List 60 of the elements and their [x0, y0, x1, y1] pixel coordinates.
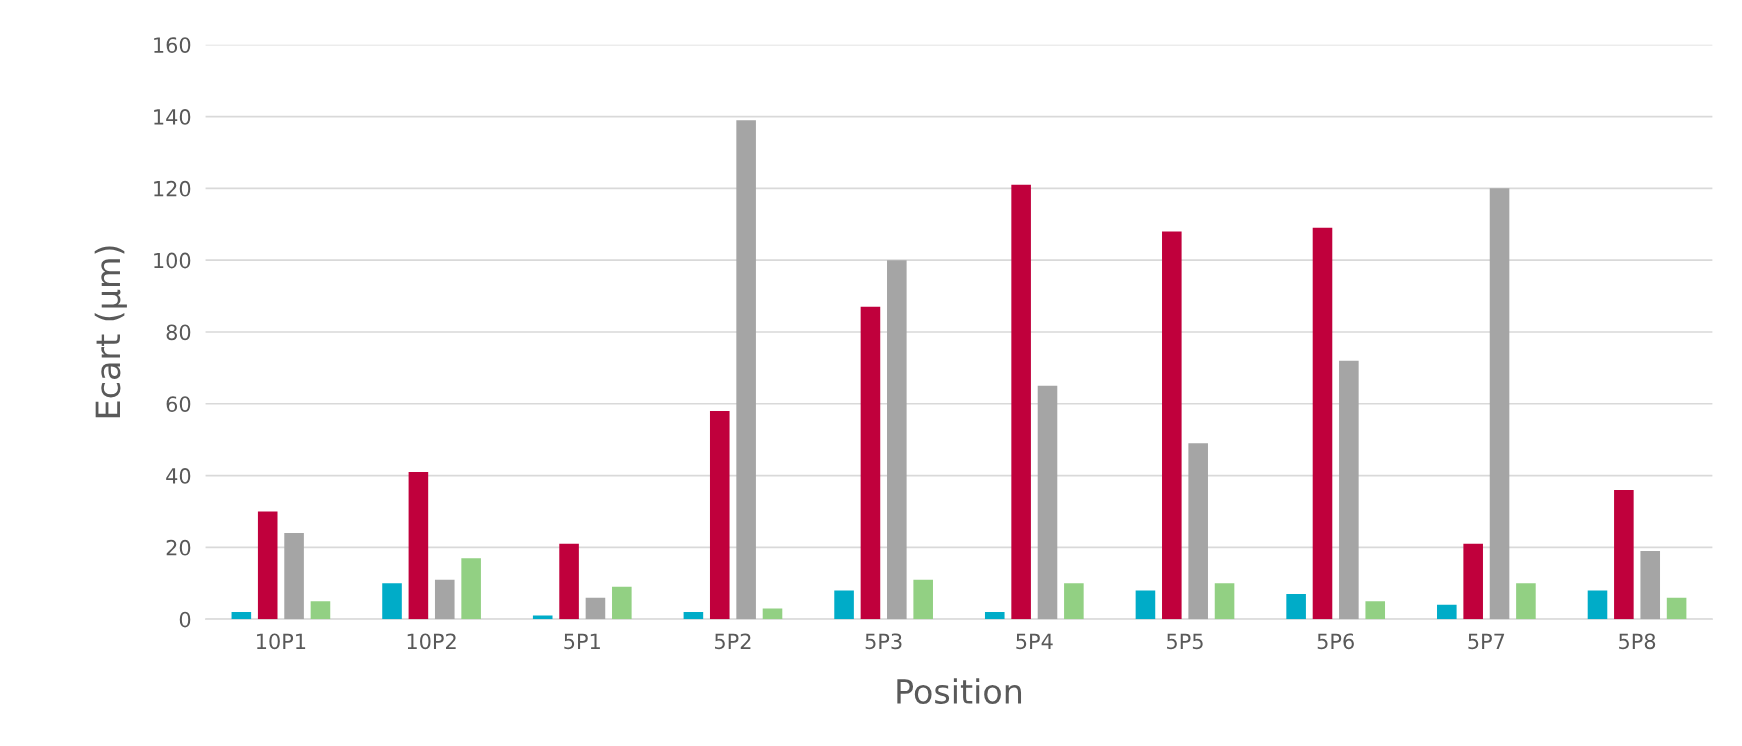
x-tick-label: 5P6 — [1317, 633, 1354, 650]
bar — [1135, 590, 1156, 620]
y-tick-label: 80 — [166, 324, 191, 341]
bar — [913, 579, 933, 620]
bar — [382, 583, 402, 620]
x-tick-label: 10P1 — [257, 633, 306, 650]
bar — [461, 558, 481, 620]
bar — [1188, 443, 1208, 620]
bar — [762, 608, 783, 620]
bar — [612, 586, 632, 620]
bar — [559, 543, 579, 620]
bar — [1614, 489, 1634, 620]
bar — [984, 612, 1005, 620]
bar — [1162, 231, 1182, 620]
y-tick-label: 20 — [166, 539, 191, 556]
x-tick-label: 10P2 — [407, 633, 456, 650]
y-tick-label: 40 — [166, 468, 191, 484]
x-axis-title: Position — [897, 678, 1022, 705]
bar — [1365, 601, 1386, 620]
x-tick-label: 5P2 — [715, 633, 751, 650]
x-tick-label: 5P8 — [1619, 633, 1656, 650]
bar — [408, 471, 429, 620]
bar — [1489, 188, 1510, 620]
bar — [1037, 385, 1058, 620]
bar — [231, 612, 252, 620]
y-tick-label: 140 — [154, 109, 191, 125]
x-tick-label: 5P4 — [1016, 633, 1053, 650]
bar — [1516, 583, 1536, 620]
x-tick-label: 5P5 — [1167, 633, 1203, 650]
bar — [284, 533, 304, 620]
bar — [257, 511, 278, 620]
bar — [434, 579, 455, 620]
bar — [1064, 583, 1084, 620]
bar — [1312, 227, 1333, 620]
bar — [585, 597, 606, 620]
bar — [1011, 184, 1031, 620]
x-tick-label: 5P1 — [564, 633, 600, 650]
y-tick-label: 100 — [154, 252, 191, 269]
bar — [1214, 583, 1235, 620]
bar — [1286, 594, 1306, 620]
bar — [1339, 360, 1359, 620]
bar — [1463, 543, 1483, 620]
y-tick-label: 0 — [179, 611, 191, 628]
bar — [1587, 590, 1608, 620]
bar — [1437, 604, 1457, 620]
y-axis-title: Ecart (µm) — [94, 246, 127, 418]
bar — [1640, 550, 1661, 620]
bar — [310, 601, 331, 620]
x-tick-label: 5P3 — [865, 633, 902, 650]
bar — [1666, 597, 1687, 620]
y-tick-label: 120 — [154, 180, 191, 197]
bar — [860, 306, 881, 620]
y-tick-label: 160 — [154, 37, 191, 53]
bar — [834, 590, 854, 620]
bar — [887, 260, 907, 620]
bar — [736, 120, 756, 620]
bar — [683, 612, 704, 620]
x-tick-label: 5P7 — [1468, 633, 1505, 650]
bar — [709, 410, 730, 620]
y-tick-label: 60 — [166, 396, 191, 412]
